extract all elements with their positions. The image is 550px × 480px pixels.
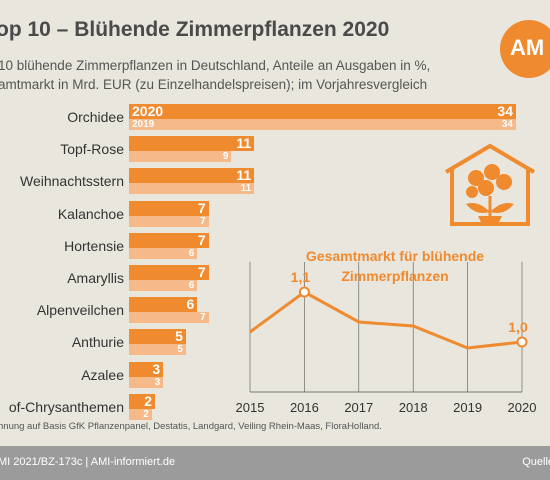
category-label: Amaryllis xyxy=(67,270,124,286)
bar-value-label: 11 xyxy=(236,167,252,184)
data-point xyxy=(516,336,528,348)
bar-value-label: 34 xyxy=(497,103,513,119)
bar-2019: 7 xyxy=(129,312,209,324)
bar-value-label: 6 xyxy=(188,247,195,259)
category-label: Anthurie xyxy=(71,334,124,351)
bar-value-label: 6 xyxy=(186,296,195,313)
footer-right: Quelle xyxy=(522,456,550,468)
bar-2020: 7 xyxy=(129,199,209,216)
bar-2019: 6 xyxy=(129,280,198,291)
category-label: of-Chrysanthemen xyxy=(8,398,124,415)
subtitle-line-2: amtmarkt in Mrd. EUR (zu Einzelhandelspr… xyxy=(0,77,428,92)
x-tick-label: 2020 xyxy=(508,400,537,415)
bar-value-label: 11 xyxy=(240,183,252,195)
bar-value-label: 34 xyxy=(501,119,513,130)
bar-value-label: 2 xyxy=(143,408,149,420)
series-line xyxy=(249,290,523,350)
bar-value-label: 11 xyxy=(236,135,252,152)
ami-logo: AM xyxy=(500,20,550,78)
x-tick-label: 2016 xyxy=(290,400,319,415)
subtitle-line-1: 10 blühende Zimmerpflanzen in Deutschlan… xyxy=(0,58,431,73)
bar-value-label: 7 xyxy=(197,231,206,248)
bar-value-label: 2 xyxy=(144,392,152,409)
data-label: 1,1 xyxy=(291,269,311,285)
category-label: Hortensie xyxy=(64,237,124,254)
x-tick-label: 2015 xyxy=(236,400,265,415)
bar-2019: 3 xyxy=(129,376,164,388)
bar-value-label: 3 xyxy=(154,376,161,388)
bar-value-label: 5 xyxy=(175,328,183,345)
data-label: 1,0 xyxy=(508,319,528,335)
bar-value-label: 5 xyxy=(177,344,183,356)
series-year-label: 2020 xyxy=(132,103,164,119)
bar-2019: 7 xyxy=(129,215,209,227)
bar-value-label: 7 xyxy=(197,199,206,216)
footer-left: MI 2021/BZ-173c | AMI-informiert.de xyxy=(0,456,176,468)
logo-text: AM xyxy=(510,35,545,60)
bar-value-label: 7 xyxy=(200,215,206,227)
line-chart: 1,1 1,0 2015 2016 2017 2018 2019 2020 xyxy=(236,143,537,415)
chart-subtitle: 10 blühende Zimmerpflanzen in Deutschlan… xyxy=(0,56,430,94)
bar-2020: 7 xyxy=(129,265,209,280)
footer-bar: MI 2021/BZ-173c | AMI-informiert.de Quel… xyxy=(0,446,550,480)
category-label: Kalanchoe xyxy=(57,205,124,222)
bar-2019: 6 xyxy=(129,247,198,259)
bar-value-label: 3 xyxy=(152,360,161,377)
category-label: Weihnachtsstern xyxy=(19,173,124,190)
bar-2020: 3 xyxy=(129,360,164,377)
bar-2019: 34 2019 xyxy=(129,119,516,130)
inset-title-line-2: Zimmerpflanzen xyxy=(341,268,449,284)
bar-2020: 5 xyxy=(129,328,186,345)
category-label: Alpenveilchen xyxy=(36,302,124,319)
chart-title: op 10 – Blühende Zimmerpflanzen 2020 xyxy=(0,18,390,41)
category-label: Azalee xyxy=(81,366,124,383)
bar-2019: 5 xyxy=(129,344,186,356)
bar-2020: 7 xyxy=(129,231,209,248)
bar-2020: 11 xyxy=(129,135,255,152)
inset-title: Gesamtmarkt für blühende Zimmerpflanzen xyxy=(250,246,540,286)
bar-2020: 34 2020 xyxy=(129,104,516,119)
category-label: Topf-Rose xyxy=(60,141,124,158)
bar-2020: 11 xyxy=(129,167,255,184)
data-point xyxy=(298,286,310,298)
bar-2019: 9 xyxy=(129,151,232,163)
inset-title-line-1: Gesamtmarkt für blühende xyxy=(305,248,485,264)
bar-value-label: 9 xyxy=(222,151,229,163)
greenhouse-flower-icon xyxy=(444,143,536,226)
bar-2020: 2 xyxy=(129,392,155,409)
bar-2019: 2 xyxy=(129,408,152,420)
x-tick-label: 2017 xyxy=(344,400,373,415)
bar-value-label: 7 xyxy=(200,312,206,324)
category-label: Orchidee xyxy=(67,109,124,125)
bar-value-label: 6 xyxy=(188,280,195,291)
x-tick-label: 2018 xyxy=(399,400,428,415)
source-note: hnung auf Basis GfK Pflanzenpanel, Desta… xyxy=(0,421,382,432)
series-year-label: 2019 xyxy=(132,119,155,130)
bar-2019: 11 xyxy=(129,183,255,195)
bar-value-label: 7 xyxy=(197,264,206,280)
x-tick-label: 2019 xyxy=(453,400,482,415)
bar-2020: 6 xyxy=(129,296,198,313)
